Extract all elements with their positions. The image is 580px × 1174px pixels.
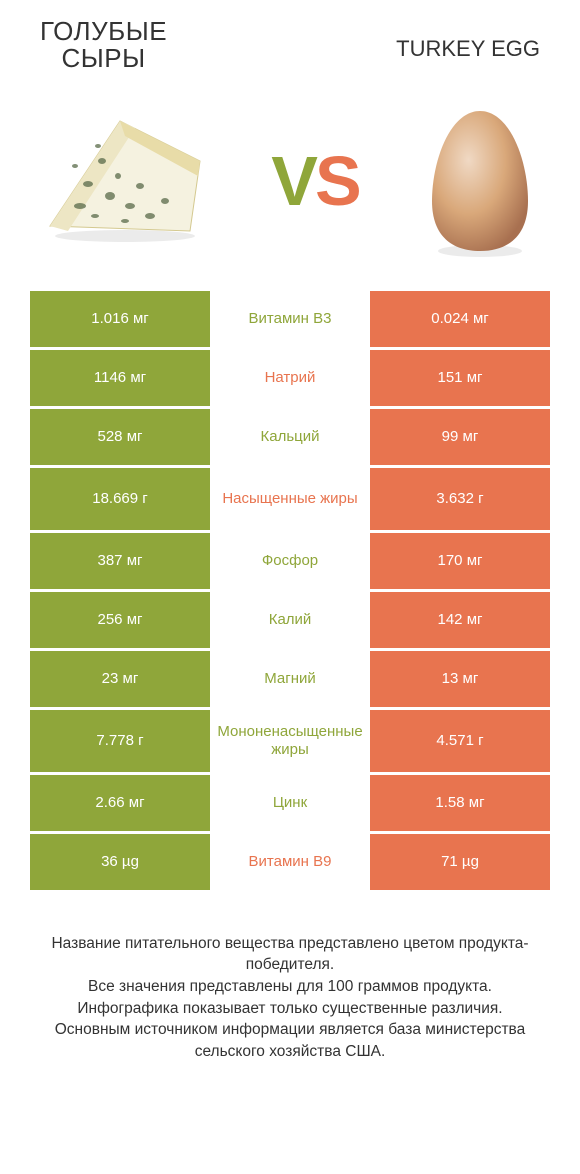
value-left: 528 мг [30, 409, 210, 465]
table-row: 528 мгКальций99 мг [30, 409, 550, 465]
value-right: 71 µg [370, 834, 550, 890]
value-left: 256 мг [30, 592, 210, 648]
title-left: ГОЛУБЫЕ СЫРЫ [40, 18, 167, 73]
nutrient-label: Натрий [210, 350, 370, 406]
nutrient-label: Мононенасыщенные жиры [210, 710, 370, 772]
footer-notes: Название питательного вещества представл… [0, 893, 580, 1063]
table-row: 1.016 мгВитамин B30.024 мг [30, 291, 550, 347]
table-row: 23 мгМагний13 мг [30, 651, 550, 707]
value-right: 1.58 мг [370, 775, 550, 831]
nutrient-label: Витамин B9 [210, 834, 370, 890]
nutrient-label: Цинк [210, 775, 370, 831]
value-left: 1146 мг [30, 350, 210, 406]
nutrient-label: Насыщенные жиры [210, 468, 370, 530]
footer-line-3: Инфографика показывает только существенн… [28, 998, 552, 1020]
value-left: 18.669 г [30, 468, 210, 530]
value-left: 387 мг [30, 533, 210, 589]
vs-label: VS [271, 141, 358, 221]
footer-line-4: Основным источником информации является … [28, 1019, 552, 1062]
value-right: 170 мг [370, 533, 550, 589]
title-left-line2: СЫРЫ [61, 43, 145, 73]
table-row: 1146 мгНатрий151 мг [30, 350, 550, 406]
value-right: 151 мг [370, 350, 550, 406]
value-right: 142 мг [370, 592, 550, 648]
value-right: 13 мг [370, 651, 550, 707]
comparison-table: 1.016 мгВитамин B30.024 мг1146 мгНатрий1… [0, 291, 580, 890]
value-right: 99 мг [370, 409, 550, 465]
header: ГОЛУБЫЕ СЫРЫ TURKEY EGG [0, 0, 580, 81]
table-row: 7.778 гМононенасыщенные жиры4.571 г [30, 710, 550, 772]
cheese-icon [40, 106, 210, 256]
vs-v: V [271, 142, 315, 220]
nutrient-label: Фосфор [210, 533, 370, 589]
nutrient-label: Кальций [210, 409, 370, 465]
table-row: 387 мгФосфор170 мг [30, 533, 550, 589]
table-row: 36 µgВитамин B971 µg [30, 834, 550, 890]
title-right: TURKEY EGG [396, 18, 540, 73]
table-row: 18.669 гНасыщенные жиры3.632 г [30, 468, 550, 530]
footer-line-2: Все значения представлены для 100 граммо… [28, 976, 552, 998]
nutrient-label: Магний [210, 651, 370, 707]
value-right: 3.632 г [370, 468, 550, 530]
nutrient-label: Витамин B3 [210, 291, 370, 347]
value-left: 7.778 г [30, 710, 210, 772]
nutrient-label: Калий [210, 592, 370, 648]
value-right: 0.024 мг [370, 291, 550, 347]
value-left: 36 µg [30, 834, 210, 890]
table-row: 256 мгКалий142 мг [30, 592, 550, 648]
table-row: 2.66 мгЦинк1.58 мг [30, 775, 550, 831]
footer-line-1: Название питательного вещества представл… [28, 933, 552, 976]
value-left: 2.66 мг [30, 775, 210, 831]
vs-s: S [315, 142, 359, 220]
value-left: 1.016 мг [30, 291, 210, 347]
images-row: VS [0, 81, 580, 291]
value-right: 4.571 г [370, 710, 550, 772]
title-left-line1: ГОЛУБЫЕ [40, 16, 167, 46]
value-left: 23 мг [30, 651, 210, 707]
egg-icon [420, 101, 540, 261]
